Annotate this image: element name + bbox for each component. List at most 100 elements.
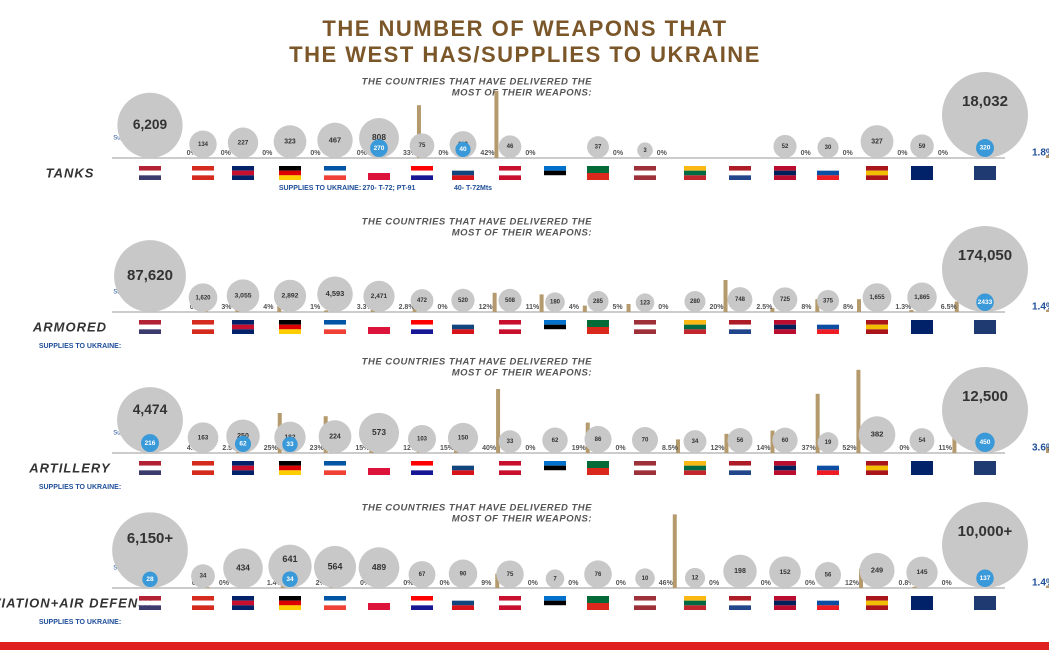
- flag-stripe: [866, 605, 888, 610]
- flag-stripe: [279, 324, 301, 330]
- flag-stripe: [411, 170, 433, 176]
- title-line: THE NUMBER OF WEAPONS THAT: [322, 16, 727, 41]
- supplied-label: 2433: [978, 299, 993, 306]
- total-circle: [273, 279, 307, 312]
- supplied-circle: [282, 571, 298, 587]
- supplied-label: 33: [286, 441, 294, 448]
- pct-label: 0%: [438, 150, 449, 157]
- flag-stripe: [279, 596, 301, 601]
- flag-stripe: [192, 470, 214, 475]
- flag-stripe: [192, 329, 214, 334]
- supplied-circle: [141, 434, 159, 452]
- pct-label: 12%: [479, 304, 494, 311]
- total-label: 224: [329, 433, 341, 440]
- pct-label: 0.8%: [899, 580, 916, 587]
- total-circle: [859, 552, 895, 588]
- section-name: ARMORED: [32, 319, 107, 334]
- flag-stripe: [684, 600, 706, 606]
- total-circle: [268, 544, 312, 588]
- total-label: 86: [595, 437, 602, 443]
- total-circle: [684, 567, 706, 588]
- total-circle: [114, 240, 186, 312]
- total-circle: [772, 427, 798, 453]
- pct-bar: [856, 369, 861, 453]
- total-circle: [772, 287, 798, 312]
- flag-stripe: [232, 320, 254, 325]
- flag-stripe: [866, 170, 888, 176]
- total-label: 152: [779, 569, 790, 576]
- flag-stripe: [817, 320, 839, 325]
- section-name: ARTILLERY: [28, 460, 111, 475]
- total-label: 280: [690, 299, 701, 305]
- total-circle: [907, 282, 937, 312]
- flag-stripe: [232, 596, 254, 601]
- total-circle: [410, 289, 434, 312]
- total-label: 174,050: [958, 247, 1012, 264]
- total-label: 46: [507, 144, 514, 150]
- flag-stripe: [368, 173, 390, 180]
- supplied-label: 34: [286, 576, 294, 583]
- pct-label: 3.3%: [357, 304, 374, 311]
- flag-stripe: [634, 596, 656, 601]
- flag-stripe: [911, 173, 933, 180]
- pct-label: 0%: [897, 150, 908, 157]
- flag-stripe: [774, 600, 796, 606]
- pct-label: 2.5%: [222, 445, 239, 452]
- flag-stripe: [368, 468, 390, 475]
- total-circle: [498, 135, 522, 159]
- total-circle: [635, 293, 655, 312]
- total-circle: [723, 554, 757, 588]
- supplied-circle: [976, 293, 994, 311]
- flag-stripe: [368, 320, 390, 327]
- pct-label: 1.4%: [1032, 578, 1049, 589]
- flag-stripe: [411, 465, 433, 471]
- total-label: 520: [458, 298, 469, 304]
- flag-stripe: [279, 465, 301, 471]
- flag-stripe: [634, 329, 656, 334]
- total-circle: [910, 134, 934, 158]
- note: THE COUNTRIES THAT HAVE DELIVERED THE: [362, 77, 592, 88]
- total-label: 75: [507, 572, 514, 578]
- flag-stripe: [232, 470, 254, 475]
- flag-stripe: [499, 166, 521, 171]
- flag-stripe: [544, 465, 566, 471]
- supplied-label: 450: [980, 439, 991, 446]
- pct-label: 15%: [355, 445, 370, 452]
- flag-stripe: [684, 175, 706, 180]
- flag-stripe: [139, 465, 161, 471]
- pct-bar: [324, 310, 329, 312]
- flag-stripe: [232, 175, 254, 180]
- total-circle: [448, 559, 478, 588]
- pct-bar: [494, 90, 499, 158]
- flag-stripe: [192, 465, 214, 471]
- flag-stripe: [324, 324, 346, 330]
- total-circle: [727, 287, 753, 312]
- flag-stripe: [139, 324, 161, 330]
- flag-stripe: [817, 329, 839, 334]
- total-label: 7: [553, 576, 557, 582]
- flag-stripe: [729, 470, 751, 475]
- supplies-heading: SUPPLIES TO UKRAINE:: [279, 185, 361, 192]
- flag-stripe: [452, 470, 474, 475]
- flag-stripe: [544, 324, 566, 330]
- flag-stripe: [817, 470, 839, 475]
- note: THE COUNTRIES THAT HAVE DELIVERED THE: [362, 503, 592, 514]
- total-label: 76: [595, 572, 602, 578]
- pct-label: 0%: [761, 580, 772, 587]
- total-label: 30: [825, 145, 832, 151]
- pct-label: 0%: [616, 445, 627, 452]
- total-circle: [860, 125, 894, 158]
- pct-label: 25%: [264, 445, 279, 452]
- total-circle: [814, 561, 842, 588]
- flag-stripe: [368, 166, 390, 173]
- flag-stripe: [279, 166, 301, 171]
- flag-stripe: [324, 170, 346, 176]
- total-label: 1,655: [869, 295, 885, 301]
- supplies-heading: SUPPLIES TO UKRAINE:: [39, 619, 121, 626]
- flag-stripe: [139, 605, 161, 610]
- total-label: 3: [643, 148, 647, 154]
- flag-stripe: [452, 605, 474, 610]
- pct-bar: [672, 514, 677, 588]
- flag-stripe: [452, 600, 474, 606]
- flag-stripe: [817, 170, 839, 176]
